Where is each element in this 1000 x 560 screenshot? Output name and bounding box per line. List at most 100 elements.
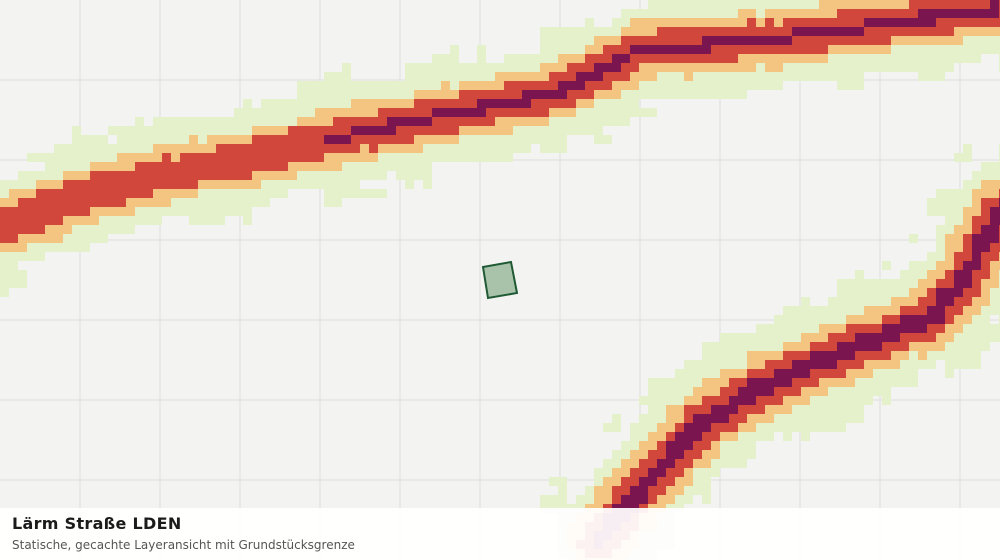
- noise-cell: [702, 360, 711, 369]
- noise-cell: [90, 162, 99, 171]
- noise-cell: [81, 225, 90, 234]
- noise-cell: [117, 135, 126, 144]
- noise-cell: [378, 162, 387, 171]
- noise-cell: [351, 126, 360, 135]
- noise-cell: [747, 414, 756, 423]
- noise-cell: [189, 126, 198, 135]
- noise-cell: [765, 333, 774, 342]
- noise-cell: [918, 0, 927, 9]
- noise-cell: [594, 99, 603, 108]
- noise-cell: [585, 45, 594, 54]
- noise-cell: [108, 198, 117, 207]
- noise-cell: [657, 450, 666, 459]
- noise-cell: [810, 423, 819, 432]
- noise-cell: [414, 171, 423, 180]
- noise-cell: [657, 423, 666, 432]
- noise-cell: [468, 117, 477, 126]
- noise-cell: [261, 144, 270, 153]
- noise-cell: [819, 324, 828, 333]
- noise-cell: [810, 333, 819, 342]
- noise-cell: [810, 324, 819, 333]
- noise-cell: [801, 351, 810, 360]
- noise-cell: [540, 63, 549, 72]
- noise-cell: [45, 234, 54, 243]
- noise-cell: [360, 171, 369, 180]
- noise-cell: [720, 9, 729, 18]
- noise-cell: [243, 207, 252, 216]
- noise-cell: [585, 90, 594, 99]
- noise-cell: [81, 234, 90, 243]
- noise-cell: [153, 189, 162, 198]
- noise-cell: [558, 117, 567, 126]
- noise-cell: [963, 9, 972, 18]
- noise-cell: [855, 306, 864, 315]
- noise-cell: [819, 36, 828, 45]
- noise-cell: [450, 144, 459, 153]
- noise-cell: [585, 36, 594, 45]
- noise-cell: [747, 63, 756, 72]
- noise-cell: [648, 54, 657, 63]
- noise-cell: [774, 360, 783, 369]
- noise-cell: [720, 0, 729, 9]
- noise-cell: [648, 432, 657, 441]
- noise-cell: [855, 288, 864, 297]
- noise-cell: [504, 126, 513, 135]
- noise-cell: [585, 108, 594, 117]
- noise-cell: [684, 36, 693, 45]
- noise-cell: [576, 81, 585, 90]
- noise-cell: [558, 477, 567, 486]
- noise-cell: [720, 378, 729, 387]
- noise-cell: [855, 27, 864, 36]
- noise-cell: [846, 306, 855, 315]
- noise-cell: [657, 468, 666, 477]
- noise-cell: [783, 333, 792, 342]
- noise-cell: [108, 216, 117, 225]
- noise-cell: [819, 333, 828, 342]
- noise-cell: [684, 450, 693, 459]
- noise-cell: [675, 45, 684, 54]
- noise-cell: [981, 0, 990, 9]
- noise-cell: [936, 342, 945, 351]
- noise-cell: [783, 342, 792, 351]
- noise-cell: [720, 405, 729, 414]
- noise-cell: [774, 342, 783, 351]
- noise-cell: [468, 153, 477, 162]
- noise-cell: [684, 441, 693, 450]
- noise-cell: [936, 279, 945, 288]
- noise-cell: [936, 72, 945, 81]
- noise-cell: [612, 90, 621, 99]
- noise-cell: [954, 297, 963, 306]
- noise-cell: [513, 108, 522, 117]
- noise-cell: [396, 90, 405, 99]
- noise-cell: [558, 27, 567, 36]
- noise-cell: [666, 90, 675, 99]
- noise-cell: [684, 72, 693, 81]
- noise-cell: [360, 81, 369, 90]
- noise-cell: [153, 198, 162, 207]
- noise-cell: [765, 369, 774, 378]
- noise-cell: [486, 90, 495, 99]
- noise-cell: [774, 81, 783, 90]
- noise-cell: [684, 369, 693, 378]
- noise-cell: [675, 81, 684, 90]
- noise-cell: [576, 27, 585, 36]
- noise-cell: [126, 189, 135, 198]
- noise-cell: [846, 45, 855, 54]
- noise-cell: [864, 279, 873, 288]
- noise-cell: [819, 423, 828, 432]
- noise-cell: [972, 270, 981, 279]
- noise-cell: [441, 54, 450, 63]
- noise-cell: [657, 63, 666, 72]
- noise-cell: [369, 90, 378, 99]
- noise-cell: [342, 81, 351, 90]
- noise-cell: [774, 63, 783, 72]
- noise-cell: [900, 288, 909, 297]
- noise-cell: [837, 396, 846, 405]
- noise-cell: [810, 315, 819, 324]
- noise-cell: [162, 153, 171, 162]
- noise-cell: [828, 0, 837, 9]
- noise-cell: [972, 261, 981, 270]
- noise-cell: [117, 171, 126, 180]
- noise-cell: [504, 90, 513, 99]
- noise-cell: [612, 423, 621, 432]
